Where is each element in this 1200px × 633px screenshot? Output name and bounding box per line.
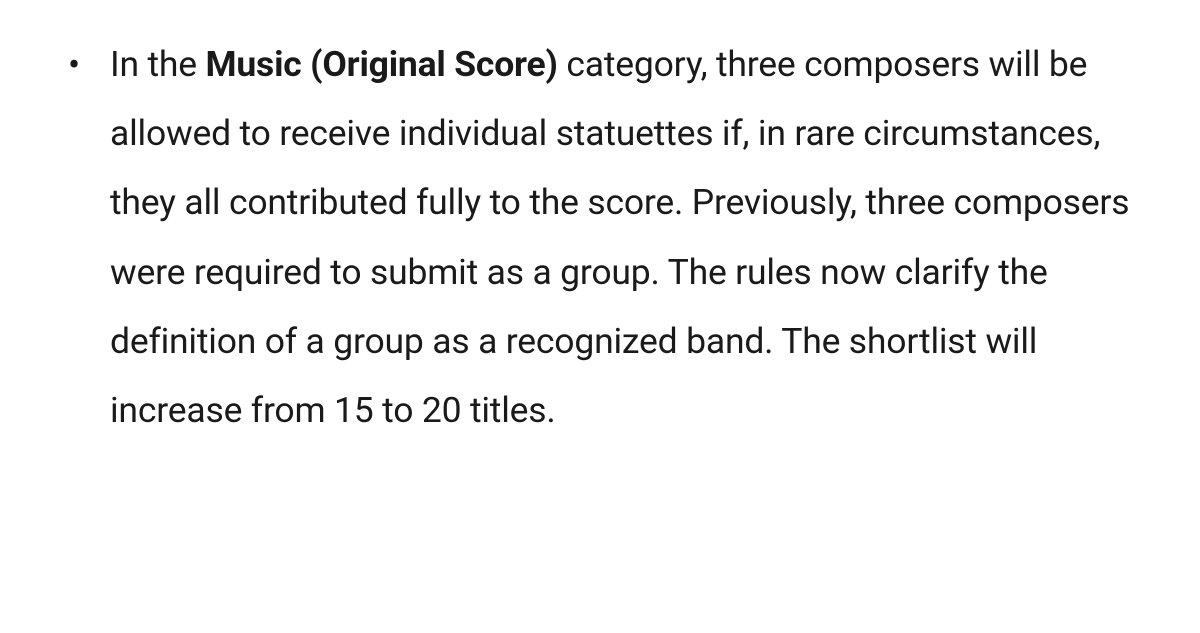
bullet-list: In the Music (Original Score) category, … [60,30,1145,445]
text-segment-2: category, three composers will be allowe… [110,43,1129,431]
category-name-bold: Music (Original Score) [205,43,557,85]
text-segment-1: In the [110,43,205,85]
list-item: In the Music (Original Score) category, … [60,30,1145,445]
